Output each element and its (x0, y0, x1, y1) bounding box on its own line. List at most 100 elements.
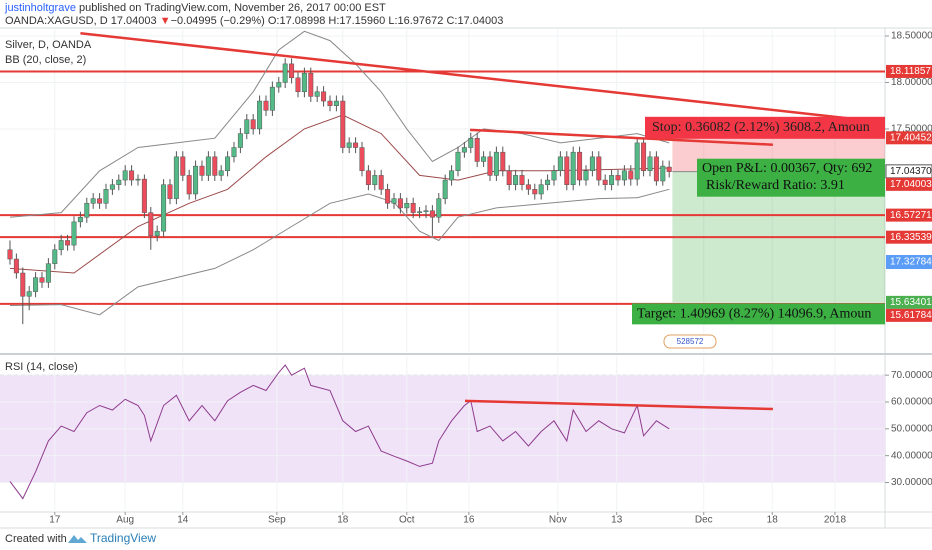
price-label: 15.61784 (890, 310, 932, 321)
candle-body (58, 240, 64, 251)
x-tick-label: 18 (767, 515, 779, 526)
candle-body (314, 91, 320, 97)
header-line: justinholtgrave published on TradingView… (4, 2, 386, 14)
x-tick-label: 17 (49, 515, 61, 526)
candle-body (525, 184, 531, 190)
y-tick-label: 70.00000 (891, 370, 932, 381)
badge: 528572 (677, 337, 704, 346)
candle-body (589, 156, 595, 172)
price-label: 17.40452 (890, 132, 932, 143)
candle-body (353, 142, 359, 148)
y-tick-label: 30.00000 (891, 477, 932, 488)
candle-body (212, 156, 218, 176)
candle-body (493, 151, 499, 176)
candle-body (359, 147, 365, 172)
candle-body (7, 249, 13, 260)
symbol: OANDA:XAGUSD, D (5, 15, 108, 27)
logo (68, 535, 87, 543)
candle-body (513, 175, 519, 185)
candle-body (660, 165, 666, 182)
candle-body (289, 63, 295, 79)
pnl-box (697, 158, 885, 197)
price-label-bg (886, 177, 932, 191)
candle-body (564, 156, 570, 185)
candle-body (161, 184, 167, 232)
candle-body (653, 156, 659, 182)
candle-body (570, 151, 576, 185)
candle-body (519, 175, 525, 185)
candle-body (346, 142, 352, 148)
candle-body (193, 165, 199, 195)
candle-body (442, 179, 448, 199)
last: 17.04003 (111, 15, 157, 27)
candle-body (39, 277, 45, 283)
candle-body (13, 258, 19, 274)
candle-body (269, 86, 275, 111)
candle-body (666, 166, 672, 172)
candle-body (602, 179, 608, 185)
stop-text: Stop: 0.36082 (2.12%) 3608.2, Amoun (652, 120, 870, 135)
candle-body (487, 156, 493, 176)
candle-body (404, 203, 410, 209)
indicator-title: BB (20, close, 2) (5, 54, 86, 66)
candle-body (468, 137, 474, 148)
rsi-line (9, 364, 670, 500)
candle-body (481, 156, 487, 162)
candle-body (71, 221, 77, 246)
change: −0.04995 (−0.29%) (171, 15, 265, 27)
candle-body (237, 133, 243, 148)
price-label: 16.33539 (890, 232, 932, 243)
y-tick-label: 18.00000 (891, 77, 932, 88)
candle-body (45, 263, 51, 283)
x-tick-label: 14 (177, 515, 189, 526)
candle-body (231, 147, 237, 158)
price-label-bg (886, 131, 932, 145)
trend-line (464, 399, 773, 411)
rsi-title: RSI (14, close) (5, 361, 78, 373)
candle-body (97, 198, 103, 204)
candle-body (538, 184, 544, 195)
target-box (632, 303, 885, 325)
candle-body (583, 170, 589, 181)
candle-body (506, 170, 512, 185)
axis-note: 17.32784 (890, 257, 932, 268)
candle-body (378, 175, 384, 190)
x-tick-label: Sep (268, 515, 286, 526)
price-label-bg (886, 308, 932, 322)
y-tick-label: 18.50000 (891, 31, 932, 42)
candle-body (557, 156, 563, 172)
x-tick-label: Nov (549, 515, 567, 526)
trend-line (80, 31, 885, 124)
candle-body (417, 211, 423, 213)
candle-body (77, 216, 83, 223)
arrow: ▼ (160, 15, 171, 27)
candle-body (116, 179, 122, 185)
candle-body (154, 230, 160, 237)
candle-body (135, 178, 141, 181)
candle-body (122, 170, 128, 181)
y-tick-label: 17.50000 (891, 124, 932, 135)
candle-body (205, 156, 211, 176)
candle-body (634, 142, 640, 180)
price-label: 17.04370 (890, 166, 932, 177)
candle-body (391, 198, 397, 204)
candle-body (244, 119, 250, 134)
price-label: 17.04003 (890, 179, 932, 190)
footer-created: Created with (5, 533, 67, 545)
y-tick-label: 40.00000 (891, 450, 932, 461)
rr-text: Risk/Reward Ratio: 3.91 (706, 178, 845, 193)
candle-body (250, 119, 256, 130)
candle-body (621, 170, 627, 181)
price-label: 16.57271 (890, 210, 932, 221)
footer-brand[interactable]: TradingView (90, 531, 156, 545)
price-label-bg (886, 64, 932, 78)
candle-body (596, 156, 602, 181)
price-label: 18.11857 (890, 66, 931, 77)
author[interactable]: justinholtgrave (4, 2, 76, 14)
symbol-line: OANDA:XAGUSD, D 17.04003 ▼−0.04995 (−0.2… (5, 15, 503, 27)
candle-body (423, 210, 429, 212)
candle-body (282, 63, 288, 83)
candle-body (199, 165, 205, 176)
candle-body (340, 100, 346, 148)
x-tick-label: Oct (399, 515, 415, 526)
